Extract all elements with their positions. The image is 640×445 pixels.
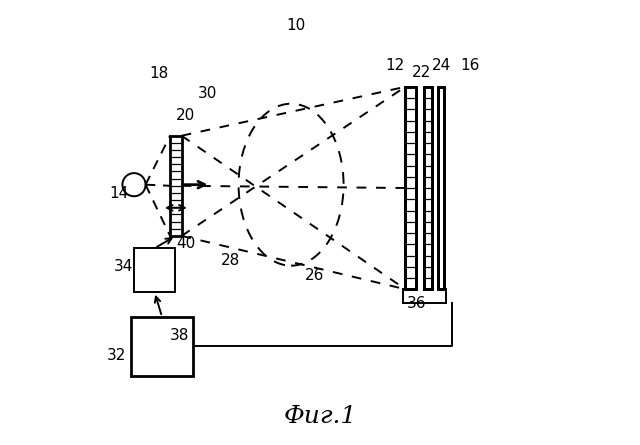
Text: 40: 40 [176, 236, 195, 251]
Bar [131, 317, 193, 376]
Text: 24: 24 [431, 58, 451, 73]
Text: 14: 14 [109, 186, 129, 201]
Bar [134, 248, 175, 292]
Bar [406, 87, 416, 289]
Bar [424, 87, 432, 289]
Bar [424, 87, 432, 289]
Bar [438, 87, 444, 289]
Text: 16: 16 [461, 58, 480, 73]
Text: 34: 34 [114, 259, 133, 274]
Text: 22: 22 [412, 65, 431, 80]
Bar [438, 87, 444, 289]
Text: 18: 18 [149, 66, 168, 81]
Text: 36: 36 [407, 296, 427, 311]
Text: 10: 10 [286, 18, 305, 33]
Text: 26: 26 [305, 268, 324, 283]
Bar [406, 87, 416, 289]
Text: 28: 28 [221, 253, 240, 268]
Bar [170, 136, 182, 236]
Text: 32: 32 [106, 348, 126, 364]
Text: Фиг.1: Фиг.1 [284, 405, 356, 428]
Text: 30: 30 [198, 86, 218, 101]
Text: 12: 12 [385, 58, 404, 73]
Text: 38: 38 [170, 328, 189, 344]
Text: 20: 20 [176, 108, 195, 123]
